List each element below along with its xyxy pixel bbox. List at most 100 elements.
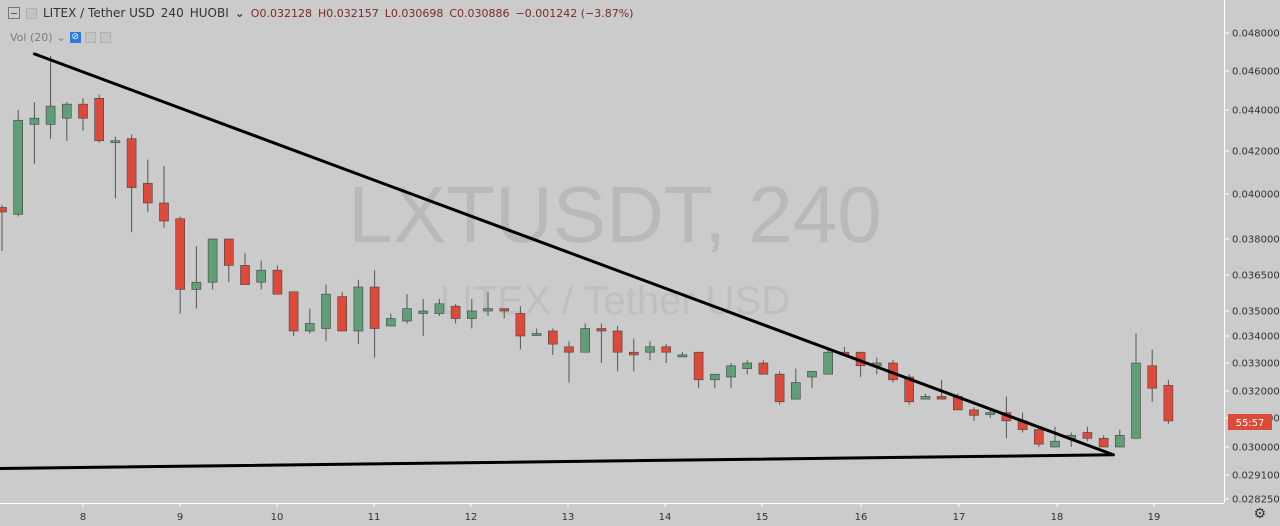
x-tick-label: 12: [465, 512, 478, 523]
candle-body: [709, 373, 720, 381]
candle-body: [1050, 440, 1060, 448]
candle: [434, 299, 445, 316]
candle-body: [1131, 362, 1141, 439]
candle-body: [596, 328, 607, 332]
candle: [499, 308, 510, 319]
candle: [353, 279, 364, 345]
candle-body: [645, 346, 655, 353]
candle: [337, 291, 348, 332]
candle: [466, 299, 477, 329]
candle-body: [272, 269, 283, 295]
x-tick-label: 15: [756, 512, 769, 523]
symbol-name[interactable]: LITEX / Tether USD: [43, 6, 155, 20]
candle: [402, 294, 412, 324]
settings-icon[interactable]: [84, 32, 96, 43]
candle: [385, 313, 396, 327]
candle: [612, 326, 623, 372]
chevron-down-icon[interactable]: ⌄: [56, 31, 66, 44]
candle-body: [385, 318, 396, 327]
candle-body: [402, 308, 412, 322]
candle-body: [790, 382, 801, 400]
legend-header: LITEX / Tether USD 240 HUOBI ⌄ O0.032128…: [8, 6, 633, 20]
candle-body: [256, 269, 267, 283]
y-tick-label: 0.038000: [1232, 235, 1280, 246]
candle: [969, 407, 979, 421]
candle: [61, 102, 72, 141]
candle-body: [807, 371, 817, 378]
x-tick-label: 18: [1051, 512, 1064, 523]
candle: [78, 98, 88, 131]
y-tick-label: 0.036500: [1232, 271, 1280, 282]
candle-body: [175, 218, 185, 290]
y-tick-label: 0.040000: [1232, 190, 1280, 201]
gear-icon[interactable]: ⚙: [1253, 506, 1266, 522]
candle-body: [904, 376, 915, 403]
candle-body: [143, 182, 153, 204]
close-value: C0.030886: [449, 6, 510, 20]
candle: [1034, 426, 1044, 447]
candle-body: [531, 333, 542, 336]
candle: [742, 360, 753, 375]
candle: [547, 328, 558, 355]
candle-body: [321, 293, 331, 329]
y-tick-label: 0.029100: [1232, 471, 1280, 482]
x-tick-label: 10: [271, 512, 284, 523]
candle: [272, 265, 283, 295]
visibility-icon[interactable]: ⊘: [69, 32, 81, 43]
candle-body: [726, 365, 736, 378]
candle: [29, 102, 40, 164]
collapse-icon[interactable]: [8, 7, 20, 19]
y-tick-label: 0.044000: [1232, 106, 1280, 117]
y-tick-label: 0.033000: [1232, 359, 1280, 370]
candle: [224, 238, 234, 283]
candle: [855, 351, 866, 377]
watermark-symbol: LXTUSDT, 240: [348, 170, 882, 259]
x-tick-label: 14: [659, 512, 672, 523]
y-tick-label: 0.034000: [1232, 332, 1280, 343]
candle-body: [1147, 365, 1157, 389]
y-tick-label: 0.042000: [1232, 147, 1280, 158]
chevron-down-icon[interactable]: ⌄: [234, 6, 245, 20]
candle-body: [920, 396, 931, 400]
candle: [450, 303, 461, 324]
candle: [758, 360, 769, 375]
volume-label[interactable]: Vol (20): [10, 31, 53, 44]
candle-body: [774, 373, 785, 403]
candle: [191, 246, 202, 309]
change-value: −0.001242 (−3.87%): [515, 6, 634, 20]
x-tick-label: 19: [1148, 512, 1161, 523]
time-axis[interactable]: 8 9 10 11 12 13 14 15 16 17 18 19: [80, 503, 1161, 523]
candle-body: [94, 98, 104, 142]
candle-body: [1082, 432, 1093, 439]
x-tick-label: 16: [855, 512, 868, 523]
close-icon[interactable]: [99, 32, 111, 43]
candle: [823, 349, 834, 375]
candle: [1131, 333, 1141, 439]
candle: [1082, 426, 1093, 442]
compare-icon[interactable]: [26, 7, 37, 19]
candle-body: [936, 396, 947, 400]
x-tick-label: 17: [953, 512, 966, 523]
candle: [645, 341, 655, 361]
candle: [110, 136, 121, 199]
price-tag-box: [1228, 414, 1272, 430]
trendlines-layer[interactable]: [0, 52, 1115, 471]
candle: [774, 371, 785, 405]
volume-indicator-legend[interactable]: Vol (20) ⌄ ⊘: [10, 31, 111, 44]
price-axis[interactable]: 0.048000 0.046000 0.044000 0.042000 0.040000…: [1225, 29, 1280, 506]
interval[interactable]: 240: [160, 6, 184, 20]
open-value: O0.032128: [250, 6, 312, 20]
candle-body: [126, 138, 137, 188]
exchange[interactable]: HUOBI: [189, 6, 229, 20]
candle: [628, 338, 639, 372]
candle-body: [483, 308, 493, 312]
candle: [580, 323, 591, 353]
candle: [1115, 429, 1125, 448]
candle-body: [159, 202, 169, 222]
candle-body: [677, 354, 688, 358]
candle: [1163, 379, 1174, 424]
candle-body: [110, 140, 121, 144]
x-tick-label: 13: [562, 512, 575, 523]
